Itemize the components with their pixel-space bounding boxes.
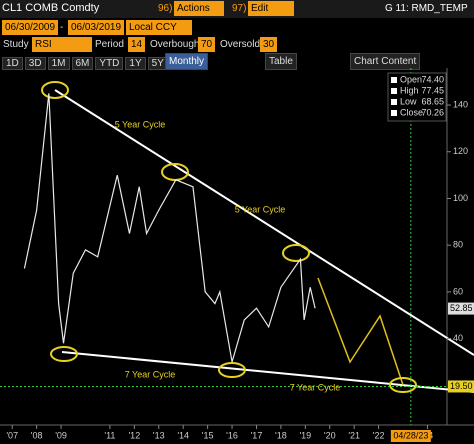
y-tick-label: 80 bbox=[453, 240, 463, 250]
currency[interactable]: Local CCY bbox=[126, 20, 192, 35]
legend-label: Close bbox=[400, 107, 423, 117]
x-tick-label: '16 bbox=[226, 430, 238, 440]
period-value[interactable]: 14 bbox=[128, 37, 146, 52]
legend-box bbox=[387, 72, 447, 122]
range-button[interactable]: 1D bbox=[2, 57, 23, 70]
price-label-bg bbox=[448, 302, 474, 315]
date-dash: - bbox=[60, 22, 64, 33]
x-tick-label: '13 bbox=[153, 430, 165, 440]
frequency-button[interactable]: Monthly bbox=[165, 53, 209, 70]
edit-code: 97) bbox=[232, 3, 247, 14]
legend-label: Open bbox=[400, 74, 422, 84]
legend-value: 70.26 bbox=[421, 107, 444, 117]
x-tick-label: '12 bbox=[128, 430, 140, 440]
range-button[interactable]: 6M bbox=[71, 57, 94, 70]
x-tick-label: '18 bbox=[275, 430, 287, 440]
range-button[interactable]: YTD bbox=[95, 57, 124, 70]
title-bar bbox=[0, 0, 474, 18]
x-tick-label: '20 bbox=[324, 430, 336, 440]
cursor-label: 04/28/23 bbox=[393, 430, 428, 440]
annotation: 5 Year Cycle bbox=[235, 204, 286, 214]
x-tick-label: '07 bbox=[6, 430, 18, 440]
study-label: Study bbox=[3, 39, 29, 50]
legend-label: High bbox=[400, 85, 419, 95]
study-value[interactable]: RSI bbox=[32, 37, 92, 52]
y-tick-label: 140 bbox=[453, 99, 468, 109]
x-tick-label: '08 bbox=[31, 430, 43, 440]
trend-line bbox=[54, 89, 474, 356]
range-button[interactable]: 1M bbox=[47, 57, 70, 70]
y-tick-label: 40 bbox=[453, 333, 463, 343]
cursor-label-bg bbox=[390, 430, 431, 442]
legend-swatch bbox=[391, 99, 397, 105]
trend-line bbox=[61, 351, 474, 393]
annotation: 7 Year Cycle bbox=[125, 369, 176, 379]
y-tick-label: 60 bbox=[453, 286, 463, 296]
oversold-value[interactable]: 30 bbox=[260, 37, 278, 52]
annotation: 7 Year Cycle bbox=[290, 382, 341, 392]
chart: 40 60 80 100 120 140 '07 '08 '09 '11 '12 '13 '14 '15 '… bbox=[0, 68, 474, 442]
x-tick-label: '21 bbox=[348, 430, 360, 440]
overbought-label: Overbought bbox=[150, 39, 203, 50]
x-tick-label: '09 bbox=[55, 430, 67, 440]
legend-swatch bbox=[391, 110, 397, 116]
y-tick-label: 120 bbox=[453, 146, 468, 156]
legend-value: 77.45 bbox=[421, 85, 444, 95]
legend-label: Low bbox=[400, 96, 417, 106]
x-tick-label: '22 bbox=[373, 430, 385, 440]
actions-code: 96) bbox=[158, 3, 173, 14]
y-tick-label: 100 bbox=[453, 193, 468, 203]
range-button[interactable]: 5Y bbox=[147, 57, 168, 70]
price-label: 19.50 bbox=[450, 381, 473, 391]
ticker: CL1 COMB Comdty bbox=[2, 2, 100, 14]
oversold-label: Oversold bbox=[220, 39, 261, 50]
legend-swatch bbox=[391, 88, 397, 94]
range-button[interactable]: 3D bbox=[24, 57, 46, 70]
edit-button[interactable]: Edit bbox=[248, 1, 294, 16]
projection bbox=[317, 277, 404, 386]
price-line bbox=[23, 93, 316, 363]
x-tick-label: '11 bbox=[104, 430, 115, 440]
start-date[interactable]: 06/30/2009 bbox=[2, 20, 59, 35]
period-label: Period bbox=[95, 39, 124, 50]
range-button[interactable]: 1Y bbox=[125, 57, 146, 70]
price-label: 52.85 bbox=[450, 303, 473, 313]
x-tick-label: '19 bbox=[299, 430, 311, 440]
legend-value: 74.40 bbox=[421, 74, 444, 84]
end-date[interactable]: 06/03/2019 bbox=[68, 20, 125, 35]
price-label-bg bbox=[448, 380, 474, 393]
x-tick-label: '17 bbox=[251, 430, 263, 440]
annotation: 5 Year Cycle bbox=[115, 119, 166, 129]
legend-swatch bbox=[391, 77, 397, 83]
legend-value: 68.65 bbox=[421, 96, 444, 106]
chart-content-button[interactable]: Chart Content bbox=[350, 53, 421, 70]
overbought-value[interactable]: 70 bbox=[198, 37, 216, 52]
cycle-markers bbox=[41, 81, 417, 393]
x-tick-label: '15 bbox=[202, 430, 214, 440]
x-tick-label: '14 bbox=[177, 430, 189, 440]
page-id: G 11: RMD_TEMP bbox=[385, 3, 468, 14]
table-button[interactable]: Table bbox=[265, 53, 297, 70]
actions-button[interactable]: Actions bbox=[174, 1, 224, 16]
